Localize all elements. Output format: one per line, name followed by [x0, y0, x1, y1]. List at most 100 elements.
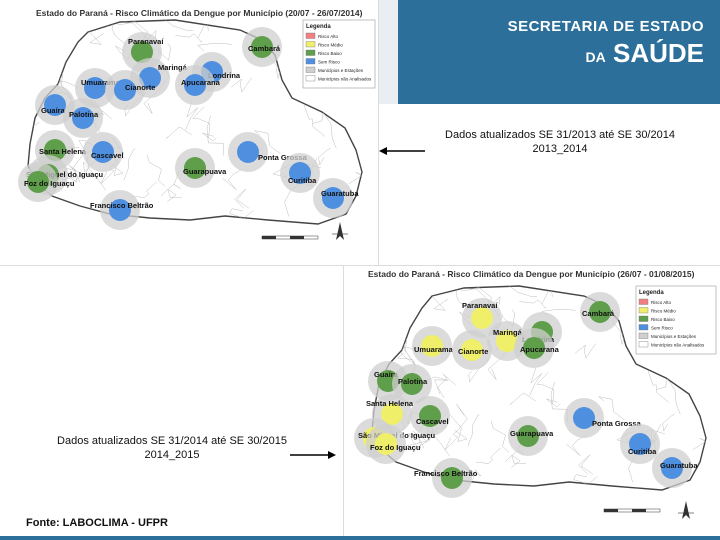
station-label: Cascavel — [91, 151, 124, 160]
station-14: Guarapuava — [508, 416, 554, 456]
station-5: Cianorte — [452, 330, 492, 370]
map-legend: Legenda Risco Alto Risco Médio Risco Baixo S… — [302, 19, 376, 89]
north-arrow-icon — [678, 501, 694, 519]
station-13: Ponta Grossa — [228, 132, 308, 172]
station-risk-marker — [471, 307, 493, 329]
secretaria-banner: SECRETARIA DE ESTADO DA SAÚDE — [378, 0, 720, 104]
station-15: Curitiba — [280, 153, 320, 193]
station-risk-marker — [523, 337, 545, 359]
station-4: Umuarama — [75, 68, 121, 108]
station-6: Apucarana — [175, 65, 221, 105]
station-label: Curitiba — [288, 176, 317, 185]
station-label: Palotina — [69, 110, 99, 119]
station-label: Cambará — [582, 309, 615, 318]
station-risk-marker — [517, 425, 539, 447]
station-label: Cascavel — [416, 417, 449, 426]
legend-item: Risco Alto — [651, 300, 672, 305]
station-16: Guaratuba — [652, 448, 698, 488]
map-legend: Legenda Risco Alto Risco Médio Risco Baixo S… — [635, 285, 717, 355]
station-6: Apucarana — [514, 328, 560, 368]
legend-item: Risco Médio — [651, 309, 676, 314]
station-risk-marker — [139, 67, 161, 89]
caption-2014-2015: Dados atualizados SE 31/2014 até SE 30/2… — [22, 434, 322, 462]
station-label: Francisco Beltrão — [414, 469, 478, 478]
station-label: Foz do Iguaçu — [24, 179, 75, 188]
station-label: Santa Helena — [39, 147, 87, 156]
legend-title: Legenda — [639, 290, 664, 296]
station-label: Umuarama — [414, 345, 454, 354]
legend-swatch — [305, 58, 316, 65]
legend-item: Sem Risco — [651, 326, 673, 331]
legend-item: Risco Baixo — [318, 51, 342, 56]
station-label: Guaratuba — [660, 461, 698, 470]
station-1: Cambará — [242, 27, 282, 67]
arrow-left-icon — [379, 147, 425, 155]
station-label: Ponta Grossa — [258, 153, 308, 162]
banner-line2: DA SAÚDE — [586, 38, 704, 69]
station-risk-marker — [84, 77, 106, 99]
legend-swatch — [305, 75, 316, 82]
station-label: Paranavaí — [462, 301, 498, 310]
station-label: Guaíra — [374, 370, 399, 379]
station-label: Apucarana — [181, 78, 221, 87]
map-2014-svg: Paranavaí Cambará Maringá Londrina Umuarama C… — [18, 19, 376, 240]
station-12: Foz do Iguaçu — [366, 424, 421, 464]
station-label: Santa Helena — [366, 399, 414, 408]
station-risk-marker — [375, 433, 397, 455]
station-label: Curitiba — [628, 447, 657, 456]
station-risk-marker — [419, 405, 441, 427]
legend-title: Legenda — [306, 24, 331, 30]
station-17: Francisco Beltrão — [414, 458, 478, 498]
legend-swatch — [305, 66, 316, 73]
map-2015: Estado do Paraná - Risco Climático da De… — [344, 266, 720, 536]
caption-bottom-line2: 2014_2015 — [144, 449, 200, 461]
station-13: Ponta Grossa — [564, 398, 642, 438]
station-label: Cambará — [248, 44, 281, 53]
station-label: São Miguel do Iguaçu — [26, 170, 104, 179]
banner-line1: SECRETARIA DE ESTADO — [507, 18, 704, 35]
station-14: Guarapuava — [175, 148, 227, 188]
station-16: Guaratuba — [313, 178, 359, 218]
banner-main: SAÚDE — [612, 38, 704, 68]
caption-top-line1: Dados atualizados SE 31/2013 até SE 30/2… — [445, 129, 675, 141]
legend-swatch — [638, 324, 649, 331]
station-risk-marker — [661, 457, 683, 479]
scale-bar-icon — [261, 235, 319, 240]
station-risk-marker — [237, 141, 259, 163]
station-risk-marker — [184, 74, 206, 96]
legend-swatch — [305, 49, 316, 56]
caption-2013-2014: Dados atualizados SE 31/2013 até SE 30/2… — [410, 128, 710, 156]
station-label: Guarapuava — [183, 167, 227, 176]
station-8: Palotina — [392, 364, 432, 404]
legend-swatch — [638, 341, 649, 348]
legend-item: Sem Risco — [318, 60, 340, 65]
station-12: Foz do Iguaçu — [18, 162, 75, 202]
station-10: Cascavel — [83, 132, 124, 172]
station-risk-marker — [109, 199, 131, 221]
legend-item: Risco Baixo — [651, 317, 675, 322]
legend-swatch — [305, 32, 316, 39]
station-risk-marker — [421, 335, 443, 357]
scale-bar-icon — [603, 508, 661, 513]
station-4: Umuarama — [412, 326, 454, 366]
station-risk-marker — [114, 79, 136, 101]
station-label: Foz do Iguaçu — [370, 443, 421, 452]
station-risk-marker — [289, 162, 311, 184]
station-risk-marker — [251, 36, 273, 58]
map-2015-svg: ParanavaíCambaráMaringáLondrinaUmuaramaC… — [354, 285, 717, 519]
arrow-right-icon — [290, 451, 336, 459]
map-2014-title: Estado do Paraná - Risco Climático da De… — [36, 8, 363, 18]
station-risk-marker — [44, 94, 66, 116]
station-label: Guarapuava — [510, 429, 554, 438]
station-risk-marker — [184, 157, 206, 179]
station-5: Cianorte — [105, 70, 155, 110]
station-1: Cambará — [580, 292, 620, 332]
station-15: Curitiba — [620, 424, 660, 464]
caption-top-line2: 2013_2014 — [532, 143, 588, 155]
legend-item: Municípios e Estações — [318, 68, 364, 73]
station-10: Cascavel — [410, 396, 450, 436]
caption-bottom-line1: Dados atualizados SE 31/2014 até SE 30/2… — [57, 435, 287, 447]
legend-swatch — [638, 307, 649, 314]
legend-swatch — [638, 298, 649, 305]
station-risk-marker — [629, 433, 651, 455]
